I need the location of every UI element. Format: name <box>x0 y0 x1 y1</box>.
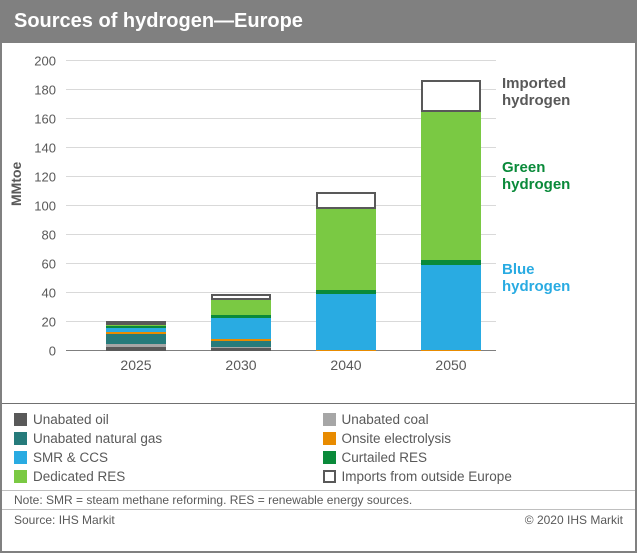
y-tick: 140 <box>16 141 56 156</box>
legend-swatch-icon <box>14 432 27 445</box>
legend-swatch-icon <box>14 413 27 426</box>
seg-imports <box>421 80 481 112</box>
seg-onsite_elec <box>316 350 376 351</box>
legend-swatch-icon <box>323 432 336 445</box>
plot-area: 2025203020402050 <box>66 61 496 351</box>
legend-item-curtailed_res: Curtailed RES <box>323 450 626 465</box>
seg-onsite_elec <box>211 339 271 340</box>
seg-curtailed_res <box>316 290 376 294</box>
chart-card: Sources of hydrogen—Europe MMtoe 0204060… <box>0 0 637 553</box>
legend-item-unabated_oil: Unabated oil <box>14 412 317 427</box>
legend-label: Onsite electrolysis <box>342 431 452 446</box>
legend-item-dedicated_res: Dedicated RES <box>14 469 317 484</box>
y-tick: 100 <box>16 199 56 214</box>
seg-unabated_oil <box>211 348 271 351</box>
legend-label: Unabated oil <box>33 412 109 427</box>
source-row: Source: IHS Markit © 2020 IHS Markit <box>2 509 635 531</box>
annotation-blue: Bluehydrogen <box>502 261 570 296</box>
legend-item-onsite_elec: Onsite electrolysis <box>323 431 626 446</box>
legend-grid: Unabated oil Unabated coal Unabated natura… <box>14 412 625 484</box>
legend-label: Dedicated RES <box>33 469 125 484</box>
seg-unabated_gas <box>211 341 271 347</box>
seg-dedicated_res <box>421 112 481 260</box>
gridline <box>66 60 496 61</box>
x-label: 2040 <box>316 357 376 373</box>
x-label: 2050 <box>421 357 481 373</box>
y-tick: 200 <box>16 54 56 69</box>
y-tick: 40 <box>16 286 56 301</box>
seg-onsite_elec <box>421 350 481 351</box>
note-row: Note: SMR = steam methane reforming. RES… <box>2 490 635 509</box>
seg-dedicated_res <box>106 325 166 326</box>
seg-curtailed_res <box>106 326 166 327</box>
seg-smr_ccs <box>316 294 376 349</box>
seg-curtailed_res <box>211 315 271 318</box>
y-axis: 020406080100120140160180200 <box>2 61 66 351</box>
legend-label: Imports from outside Europe <box>342 469 512 484</box>
seg-imports <box>106 321 166 325</box>
legend-item-unabated_coal: Unabated coal <box>323 412 626 427</box>
legend-label: Unabated coal <box>342 412 429 427</box>
y-tick: 60 <box>16 257 56 272</box>
seg-smr_ccs <box>211 318 271 340</box>
y-tick: 180 <box>16 83 56 98</box>
legend-swatch-icon <box>323 413 336 426</box>
legend-swatch-icon <box>14 451 27 464</box>
legend-item-imports: Imports from outside Europe <box>323 469 626 484</box>
seg-unabated_coal <box>106 344 166 347</box>
chart-wrap: MMtoe 020406080100120140160180200 202520… <box>2 43 635 403</box>
seg-onsite_elec <box>106 332 166 333</box>
seg-unabated_gas <box>106 334 166 344</box>
legend-label: SMR & CCS <box>33 450 108 465</box>
annotation-imported: Importedhydrogen <box>502 75 570 110</box>
y-tick: 20 <box>16 315 56 330</box>
y-tick: 0 <box>16 344 56 359</box>
seg-smr_ccs <box>421 265 481 349</box>
x-label: 2030 <box>211 357 271 373</box>
title-bar: Sources of hydrogen—Europe <box>2 2 635 43</box>
legend-swatch-icon <box>323 451 336 464</box>
legend-label: Curtailed RES <box>342 450 428 465</box>
seg-imports <box>316 192 376 209</box>
seg-unabated_coal <box>211 347 271 348</box>
legend-label: Unabated natural gas <box>33 431 162 446</box>
source-text: Source: IHS Markit <box>14 513 115 527</box>
x-label: 2025 <box>106 357 166 373</box>
seg-dedicated_res <box>211 300 271 315</box>
copyright-text: © 2020 IHS Markit <box>525 513 623 527</box>
seg-curtailed_res <box>421 260 481 266</box>
legend: Unabated oil Unabated coal Unabated natura… <box>2 403 635 490</box>
y-tick: 160 <box>16 112 56 127</box>
chart-title: Sources of hydrogen—Europe <box>14 10 623 33</box>
legend-swatch-icon <box>323 470 336 483</box>
y-tick: 80 <box>16 228 56 243</box>
seg-unabated_oil <box>106 347 166 351</box>
seg-imports <box>211 294 271 300</box>
legend-item-smr_ccs: SMR & CCS <box>14 450 317 465</box>
seg-dedicated_res <box>316 209 376 290</box>
annotation-green: Greenhydrogen <box>502 159 570 194</box>
seg-smr_ccs <box>106 328 166 332</box>
legend-item-unabated_gas: Unabated natural gas <box>14 431 317 446</box>
legend-swatch-icon <box>14 470 27 483</box>
y-tick: 120 <box>16 170 56 185</box>
